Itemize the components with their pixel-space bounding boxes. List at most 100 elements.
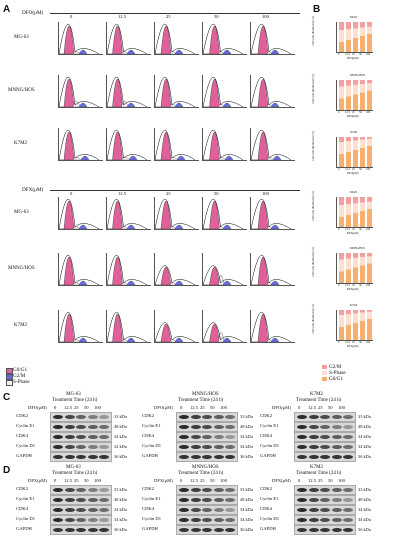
- bar-tick-label: 100: [366, 168, 371, 171]
- wb-band-strip: [50, 432, 112, 442]
- wb-dose-label: 25: [200, 478, 205, 483]
- flow-histogram: [106, 197, 151, 230]
- dose-label: 100: [262, 191, 269, 196]
- bar-tick-label: 100: [366, 341, 371, 344]
- wb-band: [99, 528, 109, 532]
- wb-band: [87, 498, 98, 502]
- wb-kda-label: 36 kDa: [240, 453, 253, 459]
- wb-protein-label: Cyclin E1: [260, 423, 279, 428]
- flow-histogram: [58, 253, 103, 286]
- wb-band: [225, 488, 235, 492]
- wb-protein-label: Cyclin E1: [260, 496, 279, 501]
- wb-band: [179, 415, 189, 419]
- wb-band: [76, 528, 86, 532]
- bar-tick-label: 25: [352, 284, 355, 287]
- flow-histogram: [106, 310, 151, 343]
- wb-band: [213, 508, 224, 512]
- wb-band-strip: [50, 515, 112, 525]
- bar-chart-xlabel: DFO(μM): [347, 115, 359, 118]
- wb-dose-label: 100: [94, 405, 101, 410]
- wb-band: [225, 455, 235, 459]
- wb-band: [179, 488, 189, 492]
- wb-dose-label: 50: [210, 405, 215, 410]
- cell-line-label: MNNG/HOS: [8, 266, 35, 271]
- wb-agent-label: DFO(μM): [272, 405, 291, 410]
- flow-histogram: [154, 253, 199, 286]
- wb-kda-label: 36 kDa: [358, 526, 371, 532]
- wb-kda-label: 36 kDa: [114, 453, 127, 459]
- bar-tick-label: 0: [338, 111, 340, 114]
- wb-cell-line-title: MNNG/HOS: [192, 465, 219, 470]
- wb-band-strip: [176, 505, 238, 515]
- flow-histogram: [154, 197, 199, 230]
- wb-band: [331, 528, 342, 532]
- wb-band: [213, 518, 224, 522]
- bar-tick-label: 50: [359, 53, 362, 56]
- wb-cell-line-title: MNNG/HOS: [192, 392, 219, 397]
- bar-tick-label: 12.5: [345, 168, 350, 171]
- wb-band: [99, 445, 109, 449]
- wb-band: [213, 455, 224, 459]
- wb-protein-label: CDK4: [260, 433, 272, 438]
- wb-band: [308, 508, 319, 512]
- wb-band-strip: [176, 412, 238, 422]
- wb-band: [308, 435, 319, 439]
- wb-band: [308, 488, 319, 492]
- wb-band: [213, 498, 224, 502]
- wb-dose-label: 50: [328, 478, 333, 483]
- wb-band-strip: [176, 525, 238, 535]
- wb-kda-label: 33 kDa: [358, 413, 371, 419]
- flow-histogram: [250, 310, 295, 343]
- flow-histogram: [58, 310, 103, 343]
- wb-band: [308, 498, 319, 502]
- bar-chart-axes: [336, 80, 373, 111]
- wb-treatment-label: Treatment Time (24 h): [178, 471, 224, 476]
- wb-band: [213, 488, 224, 492]
- wb-dose-label: 12.5: [64, 478, 73, 483]
- wb-protein-label: CDK2: [142, 486, 154, 491]
- cell-line-label: MNNG/HOS: [8, 88, 35, 93]
- bar-chart-title: K7M2: [350, 131, 358, 134]
- flow-histogram: [154, 310, 199, 343]
- wb-band: [64, 508, 75, 512]
- legend-s-swatch: [6, 380, 13, 386]
- wb-dose-label: 12.5: [308, 405, 317, 410]
- bar-chart-ylabel: Cell cycle distribution (%): [312, 131, 315, 161]
- wb-band: [87, 445, 98, 449]
- wb-band: [179, 518, 189, 522]
- wb-treatment-label: Treatment Time (24 h): [296, 398, 342, 403]
- wb-band: [225, 528, 235, 532]
- flow-histogram: [106, 128, 151, 161]
- bar-tick-label: 50: [359, 168, 362, 171]
- wb-protein-label: CDK4: [260, 506, 272, 511]
- wb-kda-label: 36 kDa: [358, 453, 371, 459]
- wb-band: [179, 528, 189, 532]
- wb-band: [190, 498, 201, 502]
- wb-dose-label: 25: [74, 478, 79, 483]
- wb-agent-label: DFX(μM): [154, 478, 173, 483]
- wb-band: [331, 435, 342, 439]
- bar-chart-title: MNNG/HOS: [350, 247, 365, 250]
- wb-protein-label: Cyclin D1: [16, 516, 36, 521]
- wb-protein-label: CDK2: [16, 486, 28, 491]
- wb-band: [320, 488, 330, 492]
- wb-band: [179, 435, 189, 439]
- wb-band: [320, 415, 330, 419]
- wb-band: [213, 425, 224, 429]
- wb-band: [343, 528, 353, 532]
- wb-band: [297, 435, 307, 439]
- wb-kda-label: 48 kDa: [240, 496, 253, 502]
- wb-band: [320, 508, 330, 512]
- wb-band: [53, 528, 63, 532]
- bar-chart-xlabel: DFO(μM): [347, 172, 359, 175]
- wb-band: [331, 415, 342, 419]
- wb-kda-label: 33 kDa: [358, 486, 371, 492]
- dose-label: 12.5: [118, 14, 127, 19]
- wb-band: [213, 415, 224, 419]
- flow-histogram: [202, 253, 247, 286]
- wb-band-strip: [294, 452, 356, 462]
- flow-histogram: [250, 197, 295, 230]
- legend-b-s-label: S-Phase: [329, 370, 346, 376]
- wb-band: [53, 455, 63, 459]
- wb-band: [190, 455, 201, 459]
